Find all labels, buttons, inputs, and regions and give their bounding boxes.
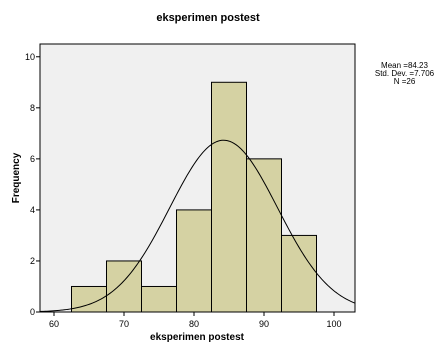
stats-box: Mean =84.23 Std. Dev. =7.706 N =26	[368, 62, 441, 86]
histogram-bar	[211, 81, 247, 313]
normal-curve	[39, 139, 356, 312]
x-tick-label: 80	[189, 319, 199, 329]
chart-title: eksperimen postest	[156, 12, 260, 24]
y-tick-label: 2	[30, 256, 35, 266]
y-axis-label: Frequency	[11, 152, 22, 203]
histogram-bar	[106, 260, 142, 313]
y-tick-label: 6	[30, 154, 35, 164]
y-tick-label: 4	[30, 205, 35, 215]
stats-mean: Mean =84.23	[381, 62, 428, 70]
x-tick-label: 100	[326, 319, 341, 329]
stats-n: N =26	[393, 77, 416, 86]
x-tick-label: 70	[119, 319, 129, 329]
x-tick-label: 60	[49, 319, 59, 329]
histogram-bar	[141, 285, 177, 313]
x-tick-label: 90	[259, 319, 269, 329]
stats-std-dev: Std. Dev. =7.706	[374, 69, 435, 78]
x-axis-label: eksperimen postest	[150, 332, 245, 343]
x-axis: 60 70 80 90 100	[49, 312, 342, 329]
y-tick-label: 0	[30, 307, 35, 317]
histogram-bar	[176, 209, 212, 313]
y-axis: 0 2 4 6 8 10	[25, 52, 40, 317]
normal-curve-layer	[39, 139, 356, 312]
y-tick-label: 10	[25, 52, 35, 62]
y-tick-label: 8	[30, 103, 35, 113]
